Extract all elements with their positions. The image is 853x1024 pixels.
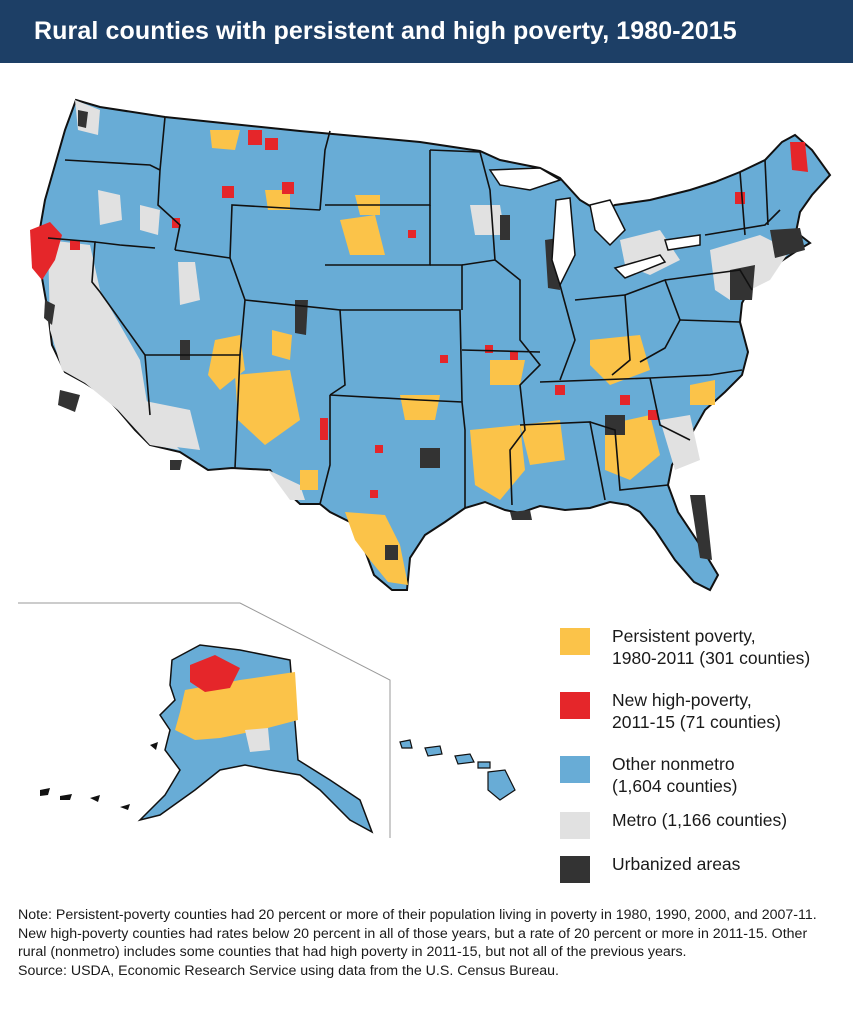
inset-frame	[18, 602, 391, 838]
legend-label-metro: Metro (1,166 counties)	[612, 810, 788, 830]
legend-label-new-high: New high-poverty, 2011-15 (71 counties)	[612, 690, 781, 732]
legend-label-nonmetro: Other nonmetro (1,604 counties)	[612, 754, 738, 796]
contiguous-us	[30, 98, 832, 592]
map-title: Rural counties with persistent and high …	[34, 17, 737, 45]
title-bar: Rural counties with persistent and high …	[0, 0, 853, 63]
legend-swatch-nonmetro	[560, 756, 590, 783]
legend-label-persistent: Persistent poverty, 1980-2011 (301 count…	[612, 626, 811, 668]
urbanized-areas	[44, 110, 805, 560]
alaska-islands	[40, 742, 158, 810]
legend-item-nonmetro: Other nonmetro (1,604 counties)	[560, 754, 738, 797]
source-text: Source: USDA, Economic Research Service …	[18, 962, 559, 979]
legend-item-persistent: Persistent poverty, 1980-2011 (301 count…	[560, 626, 811, 669]
map	[18, 98, 832, 838]
alaska-metro	[245, 728, 270, 752]
great-lakes	[488, 167, 701, 287]
new-high-poverty-areas	[30, 130, 808, 498]
us-landmass	[36, 98, 832, 592]
legend-item-metro: Metro (1,166 counties)	[560, 810, 788, 839]
note-text: Note: Persistent-poverty counties had 20…	[18, 907, 817, 960]
legend-swatch-metro	[560, 812, 590, 839]
state-borders	[47, 116, 781, 508]
notes: Note: Persistent-poverty counties had 20…	[18, 906, 838, 980]
legend-swatch-urbanized	[560, 856, 590, 883]
alaska-new-high	[190, 655, 240, 692]
legend-item-new-high: New high-poverty, 2011-15 (71 counties)	[560, 690, 781, 733]
legend-swatch-persistent	[560, 628, 590, 655]
hawaii	[399, 739, 516, 801]
legend-swatch-new-high	[560, 692, 590, 719]
legend-label-urbanized: Urbanized areas	[612, 854, 741, 874]
alaska	[40, 644, 374, 834]
legend-item-urbanized: Urbanized areas	[560, 854, 741, 883]
